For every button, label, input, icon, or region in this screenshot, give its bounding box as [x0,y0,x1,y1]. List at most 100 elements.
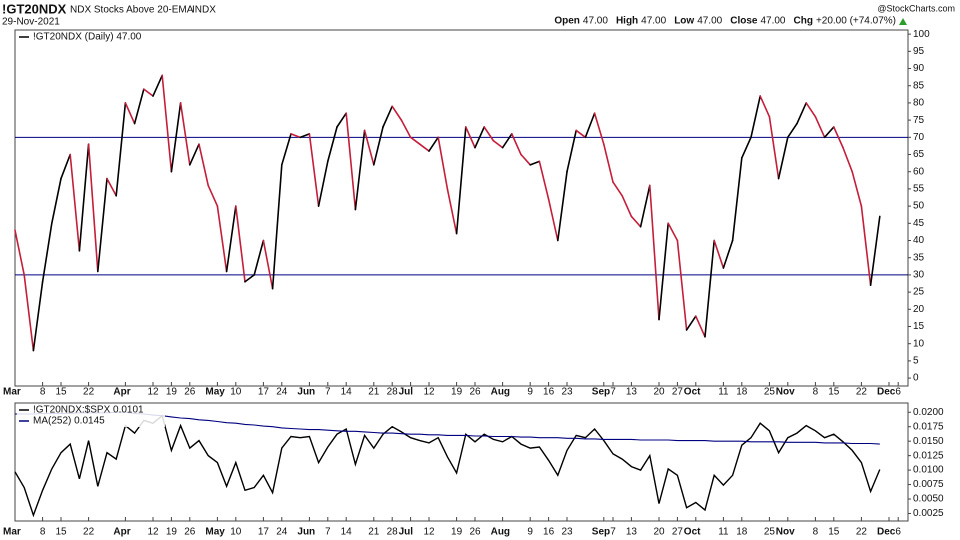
x-tick-label: 23 [561,387,573,398]
x-tick-label: 25 [764,527,776,538]
line-segment [510,133,522,156]
x-tick-label: Apr [113,527,130,538]
quote-label: High [616,16,638,27]
quote-value: 47.00 [641,16,666,27]
line-segment [87,143,99,273]
x-tick-label: 7 [325,527,331,538]
line-segment [106,177,117,197]
legend-bg [17,416,165,427]
line-segment [556,170,568,242]
x-tick-label: 6 [895,387,901,398]
x-tick-label: Aug [491,527,510,538]
x-tick-label: May [205,527,225,538]
line-segment [464,126,476,149]
y-tick-label: 85 [913,80,925,91]
y-tick-label: 75 [913,115,925,126]
y-tick-label: 55 [913,184,925,195]
quote-label: Chg [793,16,812,27]
line-segment [418,143,430,152]
y-tick-label: 25 [913,287,925,298]
x-tick-label: 28 [387,527,399,538]
line-segment [529,160,541,166]
x-tick-label: 11 [718,527,729,538]
line-segment [262,239,274,290]
quote-value: +20.00 (+74.07%) [816,16,896,27]
x-tick-label: Aug [491,387,510,398]
x-tick-label: 9 [527,527,533,538]
line-segment [69,153,81,252]
line-segment [428,136,440,152]
line-segment [437,136,449,190]
x-tick-label: Sep [592,527,610,538]
quote-label: Low [674,16,694,27]
quote-value: 47.00 [583,16,608,27]
x-tick-label: 19 [166,527,178,538]
legend-label: MA(252) 0.0145 [33,416,105,427]
x-tick-label: 14 [341,387,353,398]
line-segment [621,194,633,218]
x-tick-label: Jun [297,387,315,398]
line-segment [455,126,467,235]
x-tick-label: Apr [113,387,130,398]
line-segment [630,215,642,228]
line-segment [520,153,532,166]
line-segment [814,115,826,139]
x-tick-label: 22 [856,387,868,398]
quote-value: 47.00 [760,16,785,27]
x-tick-label: 16 [543,387,555,398]
line-segment [308,133,320,207]
line-segment [483,126,495,142]
y-tick-label: 10 [913,338,925,349]
x-tick-label: Oct [684,527,701,538]
x-tick-label: 27 [672,387,684,398]
line-segment [612,181,624,197]
x-tick-label: 19 [166,387,178,398]
x-tick-label: Oct [684,387,701,398]
line-segment [731,157,743,242]
x-tick-label: 27 [672,527,684,538]
x-tick-label: 18 [736,527,748,538]
x-tick-label: 24 [276,527,288,538]
line-segment [639,184,651,228]
up-arrow [899,18,907,25]
line-segment [538,160,550,201]
line-segment [143,88,154,97]
x-tick-label: 16 [543,527,555,538]
line-segment [345,112,357,211]
line-segment [823,126,835,139]
y-tick-label: 70 [913,132,925,143]
line-segment [198,143,209,187]
line-segment [566,129,578,173]
x-tick-label: Nov [776,527,795,538]
line-segment [474,126,486,149]
line-segment [14,229,26,276]
line-segment [805,102,817,118]
y-tick-label: 15 [913,321,925,332]
line-segment [786,122,798,139]
line-segment [713,239,725,269]
x-tick-label: 15 [828,387,840,398]
line-segment [575,129,587,139]
line-segment [400,119,412,139]
x-tick-label: 7 [325,387,331,398]
line-segment [317,160,329,207]
x-tick-label: 10 [230,387,242,398]
y-tick-label: 0.0125 [913,450,944,461]
panel-frame [14,402,909,522]
y-tick-label: 0.0150 [913,436,944,447]
line-segment [796,102,808,125]
description: NDX Stocks Above 20-EMA [70,5,194,16]
x-tick-label: 17 [258,527,270,538]
line-segment [290,133,302,139]
x-tick-label: 15 [55,387,67,398]
exchange: INDX [192,5,216,16]
x-tick-label: 21 [368,387,380,398]
line-segment [299,133,311,139]
line-segment [97,177,108,273]
y-tick-label: 30 [913,270,925,281]
line-segment [409,136,421,145]
x-tick-label: 18 [736,387,748,398]
line-segment [658,222,670,321]
x-tick-label: 12 [423,387,435,398]
